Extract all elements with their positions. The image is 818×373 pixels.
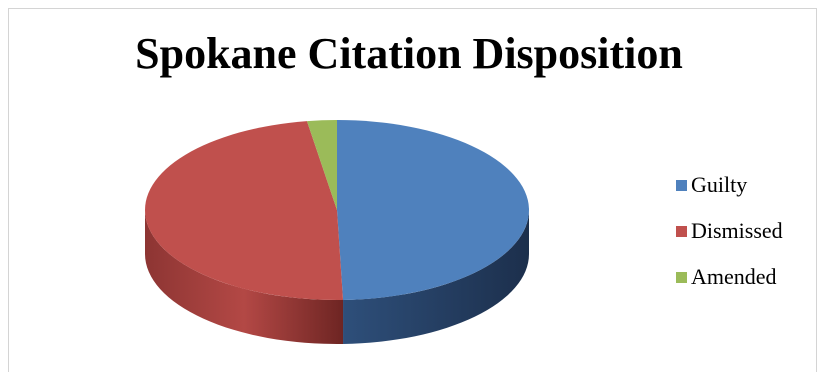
legend-label-amended: Amended [691, 264, 777, 289]
pie-slice-amended [306, 120, 337, 210]
pie-slice-guilty [337, 120, 530, 300]
pie-slice-dismissed [144, 121, 344, 301]
legend-item-amended: Amended [676, 264, 783, 290]
legend-label-guilty: Guilty [691, 172, 748, 197]
chart-title: Spokane Citation Disposition [135, 29, 683, 78]
chart-legend: Guilty Dismissed Amended [676, 172, 783, 310]
legend-label-dismissed: Dismissed [691, 218, 783, 243]
pie-side-guilty [343, 210, 529, 344]
legend-item-guilty: Guilty [676, 172, 783, 198]
pie-side-dismissed [145, 210, 344, 345]
legend-swatch-guilty [676, 179, 687, 191]
chart-frame [8, 8, 817, 372]
legend-swatch-amended [676, 271, 687, 283]
legend-swatch-dismissed [676, 225, 687, 237]
legend-item-dismissed: Dismissed [676, 218, 783, 244]
